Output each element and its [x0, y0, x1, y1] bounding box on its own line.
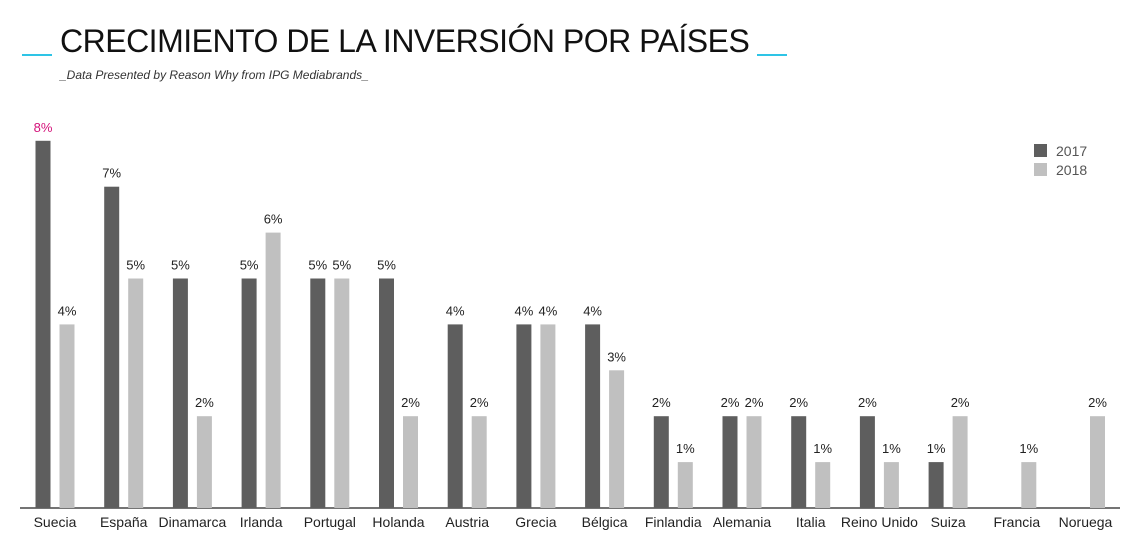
category-label-austria: Austria	[445, 514, 489, 530]
legend: 2017 2018	[1034, 141, 1087, 179]
bar-2018-reino-unido	[883, 462, 899, 508]
legend-label-2017: 2017	[1056, 142, 1088, 159]
data-label-2017-españa: 7%	[102, 166, 121, 181]
bar-2017-bélgica	[585, 324, 601, 508]
bar-2018-portugal	[334, 278, 350, 508]
data-label-2018-portugal: 5%	[332, 258, 351, 273]
data-label-2017-bélgica: 4%	[583, 303, 602, 318]
legend-item-2018: 2018	[1034, 160, 1087, 179]
data-label-2017-holanda: 5%	[377, 258, 396, 273]
data-label-2018-noruega: 2%	[1088, 395, 1107, 410]
bar-2017-suecia	[35, 140, 51, 509]
bar-2018-irlanda	[265, 232, 281, 508]
data-label-2018-reino-unido: 1%	[882, 441, 901, 456]
category-label-reino-unido: Reino Unido	[841, 514, 918, 530]
data-label-2018-suecia: 4%	[58, 303, 77, 318]
category-label-bélgica: Bélgica	[582, 514, 628, 530]
category-label-finlandia: Finlandia	[645, 514, 702, 530]
category-label-irlanda: Irlanda	[240, 514, 283, 530]
data-label-2017-suecia: 8%	[34, 120, 53, 135]
bar-2017-portugal	[310, 278, 326, 508]
data-label-2018-irlanda: 6%	[264, 212, 283, 227]
category-label-españa: España	[100, 514, 148, 530]
bar-2018-holanda	[403, 416, 418, 508]
bar-2018-francia	[1021, 462, 1037, 508]
bar-2017-dinamarca	[172, 278, 188, 508]
bar-2017-grecia	[516, 324, 532, 508]
legend-label-2018: 2018	[1056, 161, 1088, 178]
title-accent-left	[22, 54, 52, 56]
chart-title: CRECIMIENTO DE LA INVERSIÓN POR PAÍSES	[60, 23, 750, 59]
bar-2018-noruega	[1090, 416, 1105, 508]
data-label-2017-reino-unido: 2%	[858, 395, 877, 410]
category-label-alemania: Alemania	[713, 514, 772, 530]
bar-2018-alemania	[746, 416, 762, 508]
title-row: CRECIMIENTO DE LA INVERSIÓN POR PAÍSES	[22, 22, 788, 60]
category-label-suiza: Suiza	[931, 514, 966, 530]
data-label-2018-italia: 1%	[813, 441, 832, 456]
data-label-2017-grecia: 4%	[515, 303, 534, 318]
bar-2017-finlandia	[653, 416, 669, 508]
bar-2017-holanda	[379, 278, 394, 508]
bar-2017-irlanda	[241, 278, 257, 508]
category-label-holanda: Holanda	[372, 514, 424, 530]
data-label-2018-suiza: 2%	[951, 395, 970, 410]
data-label-2018-dinamarca: 2%	[195, 395, 214, 410]
data-label-2017-austria: 4%	[446, 303, 465, 318]
legend-item-2017: 2017	[1034, 141, 1087, 160]
data-label-2018-bélgica: 3%	[607, 349, 626, 364]
data-label-2018-holanda: 2%	[401, 395, 420, 410]
bar-2017-alemania	[722, 416, 738, 508]
data-label-2017-irlanda: 5%	[240, 258, 259, 273]
data-label-2017-dinamarca: 5%	[171, 258, 190, 273]
category-label-italia: Italia	[796, 514, 826, 530]
category-label-noruega: Noruega	[1059, 514, 1113, 530]
bar-2018-austria	[471, 416, 487, 508]
bar-2018-suiza	[952, 416, 968, 508]
data-label-2018-francia: 1%	[1019, 441, 1038, 456]
bar-2018-grecia	[540, 324, 556, 508]
bar-2018-españa	[128, 278, 144, 508]
data-label-2017-italia: 2%	[789, 395, 808, 410]
data-label-2018-austria: 2%	[470, 395, 489, 410]
data-label-2017-portugal: 5%	[308, 258, 327, 273]
bar-2018-dinamarca	[196, 416, 212, 508]
bar-2017-austria	[447, 324, 463, 508]
bar-2017-españa	[104, 186, 120, 508]
category-label-dinamarca: Dinamarca	[159, 514, 227, 530]
bar-2018-italia	[815, 462, 831, 508]
data-label-2017-suiza: 1%	[927, 441, 946, 456]
category-label-francia: Francia	[993, 514, 1040, 530]
bar-2017-reino-unido	[859, 416, 875, 508]
bar-2017-italia	[791, 416, 807, 508]
category-label-suecia: Suecia	[34, 514, 77, 530]
data-label-2018-alemania: 2%	[745, 395, 764, 410]
data-label-2018-finlandia: 1%	[676, 441, 695, 456]
category-label-grecia: Grecia	[515, 514, 556, 530]
legend-swatch-2017	[1034, 144, 1047, 157]
bar-2017-suiza	[928, 462, 944, 508]
data-label-2017-finlandia: 2%	[652, 395, 671, 410]
bar-2018-finlandia	[677, 462, 693, 508]
category-label-portugal: Portugal	[304, 514, 356, 530]
bar-2018-bélgica	[609, 370, 625, 508]
bar-2018-suecia	[59, 324, 75, 508]
legend-swatch-2018	[1034, 163, 1047, 176]
chart-subtitle: _Data Presented by Reason Why from IPG M…	[60, 68, 369, 82]
data-label-2018-grecia: 4%	[539, 303, 558, 318]
title-accent-right	[757, 54, 788, 56]
data-label-2017-alemania: 2%	[721, 395, 740, 410]
data-label-2018-españa: 5%	[126, 258, 145, 273]
